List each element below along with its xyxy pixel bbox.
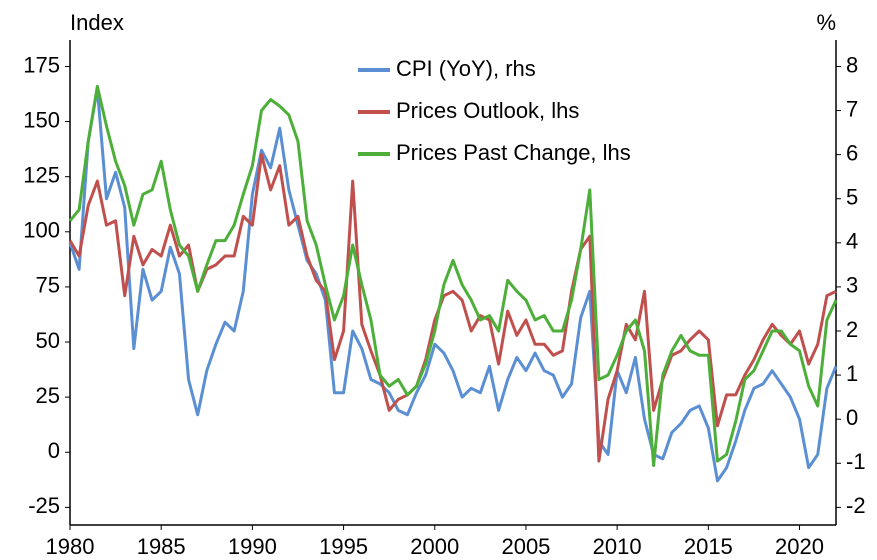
y-tick-label: -25 <box>28 493 60 518</box>
y2-tick-label: 6 <box>846 140 858 165</box>
x-tick-label: 1980 <box>46 534 95 559</box>
x-tick-label: 1995 <box>319 534 368 559</box>
y2-tick-label: 7 <box>846 96 858 121</box>
y2-tick-label: 0 <box>846 405 858 430</box>
x-tick-label: 2005 <box>501 534 550 559</box>
y-tick-label: 150 <box>23 107 60 132</box>
y-tick-label: 100 <box>23 218 60 243</box>
y2-tick-label: 5 <box>846 185 858 210</box>
y2-tick-label: 3 <box>846 273 858 298</box>
y-tick-label: 50 <box>36 328 60 353</box>
series-line <box>68 153 837 463</box>
y-tick-label: 0 <box>48 438 60 463</box>
legend-label: Prices Past Change, lhs <box>396 140 631 165</box>
y-tick-label: 25 <box>36 383 60 408</box>
y2-tick-label: -2 <box>846 493 866 518</box>
y2-tick-label: 2 <box>846 317 858 342</box>
y2-tick-label: 4 <box>846 229 858 254</box>
x-tick-label: 1985 <box>137 534 186 559</box>
legend-label: Prices Outlook, lhs <box>396 98 579 123</box>
series-line <box>68 87 838 483</box>
y2-axis-label: % <box>816 10 836 35</box>
x-tick-label: 2010 <box>593 534 642 559</box>
y-tick-label: 125 <box>23 162 60 187</box>
y2-tick-label: 1 <box>846 361 858 386</box>
y-tick-label: 75 <box>36 273 60 298</box>
series-line <box>68 84 838 467</box>
x-tick-label: 2000 <box>410 534 459 559</box>
y-axis-label: Index <box>70 10 124 35</box>
y2-tick-label: -1 <box>846 449 866 474</box>
x-tick-label: 2020 <box>775 534 824 559</box>
legend-label: CPI (YoY), rhs <box>396 56 536 81</box>
y-tick-label: 175 <box>23 52 60 77</box>
x-tick-label: 1990 <box>228 534 277 559</box>
y2-tick-label: 8 <box>846 52 858 77</box>
x-tick-label: 2015 <box>684 534 733 559</box>
